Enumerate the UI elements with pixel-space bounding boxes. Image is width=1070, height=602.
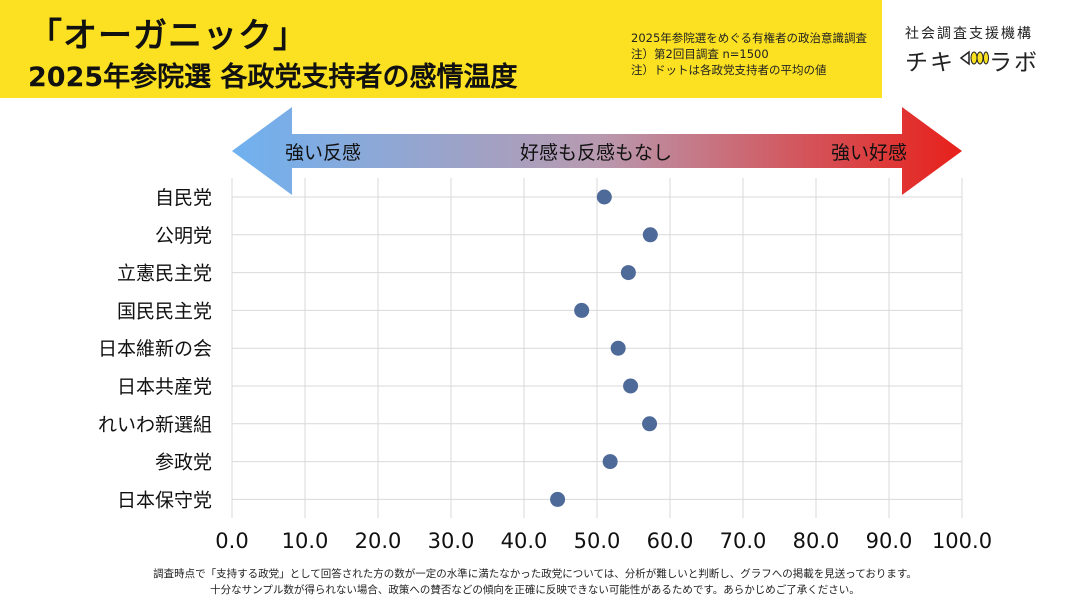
data-point <box>623 378 639 394</box>
x-tick-label: 40.0 <box>501 529 548 553</box>
category-label: 立憲民主党 <box>117 263 212 285</box>
x-tick-label: 30.0 <box>428 529 475 553</box>
x-tick-label: 10.0 <box>282 529 329 553</box>
x-tick-label: 90.0 <box>866 529 913 553</box>
footer-note: 十分なサンプル数が得られない場合、政策への賛否などの傾向を正確に反映できない可能… <box>210 584 860 596</box>
footer-note: 調査時点で「支持する政党」として回答された方の数が一定の水準に満たなかった政党に… <box>153 568 917 580</box>
survey-note: 注）ドットは各政党支持者の平均の値 <box>631 63 827 77</box>
page-title: 「オーガニック」 <box>28 16 308 56</box>
gridlines <box>231 178 963 518</box>
category-label: 日本維新の会 <box>98 338 212 360</box>
data-point <box>574 302 590 318</box>
category-label: 日本保守党 <box>117 489 212 511</box>
x-tick-label: 50.0 <box>574 529 621 553</box>
megaphone-icon <box>959 50 989 66</box>
brand-text: チキ <box>905 50 955 76</box>
data-point <box>602 454 618 470</box>
data-point <box>550 491 566 507</box>
x-tick-label: 80.0 <box>793 529 840 553</box>
x-tick-label: 70.0 <box>720 529 767 553</box>
scale-label-positive: 強い好感 <box>831 142 907 164</box>
survey-note: 2025年参院選をめぐる有権者の政治意識調査 <box>631 31 868 45</box>
category-label: 自民党 <box>155 187 212 209</box>
data-point <box>620 265 636 281</box>
org-name: 社会調査支援機構 <box>905 26 1033 42</box>
x-tick-label: 0.0 <box>215 529 248 553</box>
data-point <box>642 416 658 432</box>
category-label: 参政党 <box>155 452 212 474</box>
category-label: れいわ新選組 <box>98 414 212 436</box>
x-tick-label: 20.0 <box>355 529 402 553</box>
survey-notes: 2025年参院選をめぐる有権者の政治意識調査 注）第2回目調査 n=1500 注… <box>631 30 867 78</box>
data-point <box>642 227 658 243</box>
x-tick-label: 60.0 <box>647 529 694 553</box>
title-banner: 「オーガニック」 2025年参院選 各政党支持者の感情温度 2025年参院選をめ… <box>0 0 882 98</box>
scale-label-negative: 強い反感 <box>285 142 361 164</box>
sentiment-scale-arrow: 強い反感 好感も反感もなし 強い好感 <box>232 107 962 195</box>
category-label: 日本共産党 <box>117 376 212 398</box>
category-label: 国民民主党 <box>117 300 212 322</box>
brand-text: ラボ <box>989 50 1039 76</box>
data-point <box>596 189 612 205</box>
data-points <box>550 189 658 507</box>
category-label: 公明党 <box>155 225 212 247</box>
x-tick-labels: 0.0 10.0 20.0 30.0 40.0 50.0 60.0 70.0 80.0 90.0 1… <box>215 529 992 553</box>
scale-label-neutral: 好感も反感もなし <box>520 142 672 164</box>
data-point <box>610 340 626 356</box>
category-labels: 自民党公明党立憲民主党国民民主党日本維新の会日本共産党れいわ新選組参政党日本保守… <box>98 187 212 511</box>
page-subtitle: 2025年参院選 各政党支持者の感情温度 <box>28 62 518 93</box>
x-tick-label: 100.0 <box>932 529 992 553</box>
brand-logo: チキ ラボ <box>905 41 1055 76</box>
survey-note: 注）第2回目調査 n=1500 <box>631 47 769 61</box>
